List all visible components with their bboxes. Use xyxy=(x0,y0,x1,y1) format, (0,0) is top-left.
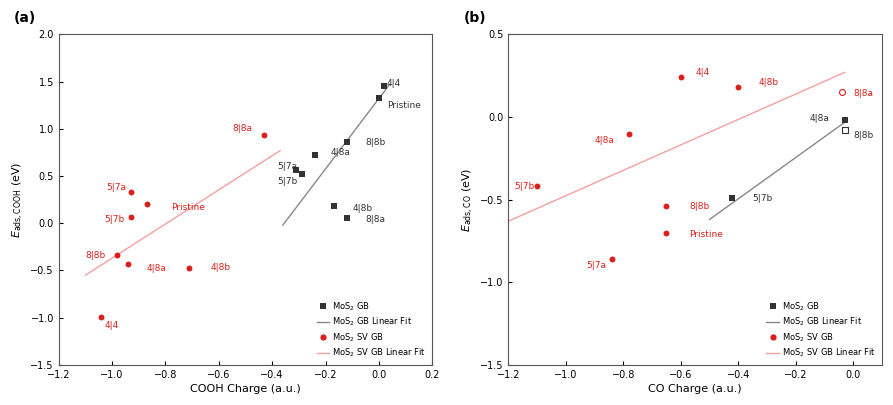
Text: 4|8b: 4|8b xyxy=(211,263,231,272)
Point xyxy=(605,256,619,262)
Point xyxy=(289,167,304,174)
Y-axis label: $E_{\mathrm{ads,COOH}}$ (eV): $E_{\mathrm{ads,COOH}}$ (eV) xyxy=(11,162,26,238)
Text: 5|7a: 5|7a xyxy=(107,183,127,192)
Text: 4|4: 4|4 xyxy=(695,68,709,77)
Text: 8|8b: 8|8b xyxy=(689,202,710,211)
Point xyxy=(371,94,386,101)
Text: 4|8a: 4|8a xyxy=(146,264,167,273)
Point xyxy=(725,195,739,201)
Point xyxy=(95,313,109,320)
Point xyxy=(838,117,852,124)
Point xyxy=(339,214,354,221)
Point xyxy=(731,84,746,91)
Text: 8|8a: 8|8a xyxy=(232,124,252,133)
Point xyxy=(295,171,309,177)
Text: Pristine: Pristine xyxy=(689,230,723,239)
Point xyxy=(622,130,636,137)
Point xyxy=(339,139,354,145)
Text: 4|8a: 4|8a xyxy=(810,114,830,123)
Text: 5|7b: 5|7b xyxy=(104,215,124,224)
Text: 5|7a: 5|7a xyxy=(586,261,606,270)
Point xyxy=(530,183,544,190)
Point xyxy=(111,252,125,259)
Text: Pristine: Pristine xyxy=(387,101,421,110)
Text: 4|8b: 4|8b xyxy=(352,204,372,213)
Text: 5|7b: 5|7b xyxy=(278,177,297,186)
Text: 5|7b: 5|7b xyxy=(753,194,772,202)
Point xyxy=(123,189,138,195)
Point xyxy=(326,203,340,209)
Point xyxy=(121,260,135,267)
Point xyxy=(838,127,852,134)
Point xyxy=(377,83,391,90)
Point xyxy=(659,230,673,236)
Text: 4|4: 4|4 xyxy=(387,79,401,88)
Text: 8|8a: 8|8a xyxy=(365,215,386,224)
Text: 5|7a: 5|7a xyxy=(278,162,297,171)
Text: 8|8b: 8|8b xyxy=(853,131,873,140)
Point xyxy=(123,213,138,220)
Legend: MoS$_2$ GB, MoS$_2$ GB Linear Fit, MoS$_2$ SV GB, MoS$_2$ SV GB Linear Fit: MoS$_2$ GB, MoS$_2$ GB Linear Fit, MoS$_… xyxy=(315,298,428,361)
Text: 8|8b: 8|8b xyxy=(365,138,386,147)
Text: 4|4: 4|4 xyxy=(104,321,119,330)
Point xyxy=(659,203,673,209)
X-axis label: COOH Charge (a.u.): COOH Charge (a.u.) xyxy=(190,384,301,394)
Text: Pristine: Pristine xyxy=(171,203,204,212)
Point xyxy=(673,74,688,81)
Text: 4|8a: 4|8a xyxy=(595,136,614,145)
Text: (a): (a) xyxy=(14,11,37,25)
Text: 8|8a: 8|8a xyxy=(853,90,873,98)
Text: 8|8b: 8|8b xyxy=(86,251,105,260)
Text: 4|8a: 4|8a xyxy=(331,148,351,157)
Point xyxy=(308,152,322,158)
X-axis label: CO Charge (a.u.): CO Charge (a.u.) xyxy=(648,384,742,394)
Point xyxy=(835,89,849,96)
Point xyxy=(257,132,271,139)
Point xyxy=(182,264,196,271)
Y-axis label: $E_{\mathrm{ads,CO}}$ (eV): $E_{\mathrm{ads,CO}}$ (eV) xyxy=(461,167,476,232)
Text: 5|7b: 5|7b xyxy=(514,182,534,191)
Text: 4|8b: 4|8b xyxy=(758,78,779,87)
Text: (b): (b) xyxy=(463,11,486,25)
Point xyxy=(139,201,154,208)
Legend: MoS$_2$ GB, MoS$_2$ GB Linear Fit, MoS$_2$ SV GB, MoS$_2$ SV GB Linear Fit: MoS$_2$ GB, MoS$_2$ GB Linear Fit, MoS$_… xyxy=(764,298,878,361)
